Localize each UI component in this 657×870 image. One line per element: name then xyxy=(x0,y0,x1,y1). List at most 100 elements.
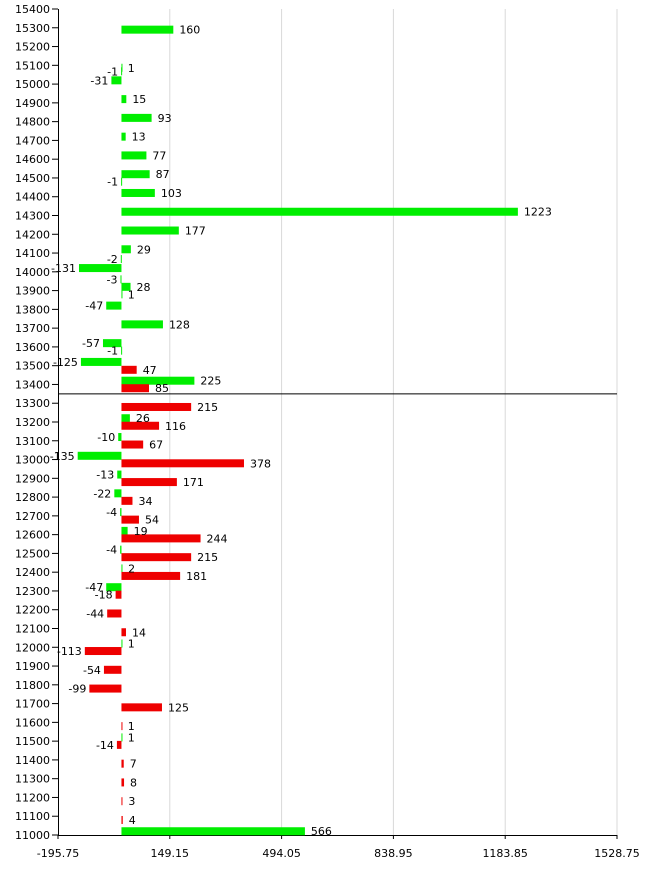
bar-value-label: 1 xyxy=(128,62,135,75)
y-tick-label: 11200 xyxy=(15,791,50,804)
bar-value-label: -1 xyxy=(107,176,118,189)
y-tick-label: 13500 xyxy=(15,360,50,373)
green-bar xyxy=(121,346,123,355)
bar-value-label: 215 xyxy=(197,551,218,564)
y-tick-label: 11400 xyxy=(15,754,50,767)
bar-value-label: 85 xyxy=(155,382,169,395)
y-tick-label: 12200 xyxy=(15,604,50,617)
red-bar xyxy=(121,571,181,580)
y-tick-label: 15400 xyxy=(15,3,50,16)
green-bar xyxy=(121,320,163,329)
red-bar xyxy=(121,553,192,562)
bar-value-label: 181 xyxy=(186,570,207,583)
red-bar xyxy=(121,778,125,787)
bar-value-label: -31 xyxy=(90,74,108,87)
red-bar xyxy=(84,647,122,656)
y-tick-label: 14700 xyxy=(15,134,50,147)
bar-value-label: 47 xyxy=(143,364,157,377)
y-tick-label: 14600 xyxy=(15,153,50,166)
red-bar xyxy=(115,590,122,599)
bar-value-label: 54 xyxy=(145,514,159,527)
y-tick-label: 15300 xyxy=(15,22,50,35)
green-bar xyxy=(102,339,122,348)
y-tick-label: 14300 xyxy=(15,210,50,223)
red-bar xyxy=(121,515,139,524)
red-bar xyxy=(121,365,137,374)
bar-value-label: -54 xyxy=(83,664,101,677)
green-bar xyxy=(121,639,123,648)
green-bar xyxy=(114,489,122,498)
green-bar xyxy=(80,357,122,366)
green-bar xyxy=(78,264,122,273)
bar-value-label: -3 xyxy=(107,273,118,286)
axes: -195.75 149.15 494.05 838.95 1183.85 1528.75 1… xyxy=(15,3,640,860)
red-bar xyxy=(121,703,162,712)
bar-value-label: 93 xyxy=(158,112,172,125)
bar-value-label: -1 xyxy=(107,65,118,78)
red-bar xyxy=(121,797,123,806)
green-bar xyxy=(106,583,122,592)
y-tick-label: 11900 xyxy=(15,660,50,673)
bar-value-label: -131 xyxy=(51,262,76,275)
red-bar xyxy=(89,684,122,693)
red-bar xyxy=(121,440,144,449)
y-tick-label: 12700 xyxy=(15,510,50,523)
y-tick-label: 14200 xyxy=(15,228,50,241)
green-bar xyxy=(121,151,147,160)
x-tick-label: 149.15 xyxy=(151,847,190,860)
y-tick-label: 11100 xyxy=(15,810,50,823)
green-bar xyxy=(121,564,123,573)
bar-value-label: 67 xyxy=(149,439,163,452)
y-tick-label: 12500 xyxy=(15,547,50,560)
x-tick-label: 494.05 xyxy=(262,847,301,860)
green-bar xyxy=(121,113,152,122)
y-tick-label: 13100 xyxy=(15,435,50,448)
y-tick-label: 13700 xyxy=(15,322,50,335)
bar-value-label: 2 xyxy=(128,562,135,575)
bar-value-label: -113 xyxy=(57,645,82,658)
bar-value-label: 116 xyxy=(165,420,186,433)
y-tick-label: 14500 xyxy=(15,172,50,185)
bars xyxy=(77,25,518,836)
y-tick-label: 14000 xyxy=(15,266,50,279)
red-bar xyxy=(121,628,126,637)
bar-value-label: 128 xyxy=(169,318,190,331)
bar-value-label: -2 xyxy=(107,253,118,266)
red-bar xyxy=(121,759,124,768)
bar-value-label: 1 xyxy=(128,731,135,744)
bar-value-label: 4 xyxy=(129,814,136,827)
bar-value-label: 378 xyxy=(250,457,271,470)
green-bar xyxy=(121,95,127,104)
y-tick-label: 15000 xyxy=(15,78,50,91)
bar-value-label: 15 xyxy=(132,93,146,106)
bar-value-label: 13 xyxy=(132,131,146,144)
bar-value-label: -10 xyxy=(97,431,115,444)
red-bar xyxy=(121,534,201,543)
bar-value-label: -135 xyxy=(50,450,75,463)
y-tick-label: 13400 xyxy=(15,378,50,391)
green-bar xyxy=(120,255,122,264)
bar-value-label: 28 xyxy=(137,281,151,294)
green-bar xyxy=(111,76,122,85)
bar-value-label: 1 xyxy=(128,720,135,733)
green-bar xyxy=(77,451,122,460)
bar-value-label: 215 xyxy=(197,401,218,414)
red-bar xyxy=(121,815,123,824)
bar-value-label: -4 xyxy=(106,506,117,519)
y-tick-label: 14800 xyxy=(15,116,50,129)
bar-value-label: 244 xyxy=(207,532,228,545)
bar-value-label: 125 xyxy=(168,701,189,714)
bar-value-label: 225 xyxy=(200,375,221,388)
red-bar xyxy=(121,478,177,487)
red-bar xyxy=(107,609,122,618)
green-bar xyxy=(121,526,128,535)
bar-value-label: 87 xyxy=(156,168,170,181)
green-bar xyxy=(118,433,122,442)
red-bar xyxy=(121,421,160,430)
y-tick-label: 12600 xyxy=(15,529,50,542)
green-bar xyxy=(121,245,131,254)
y-tick-label: 12000 xyxy=(15,641,50,654)
x-tick-label: 838.95 xyxy=(374,847,413,860)
x-tick-label: 1528.75 xyxy=(594,847,640,860)
